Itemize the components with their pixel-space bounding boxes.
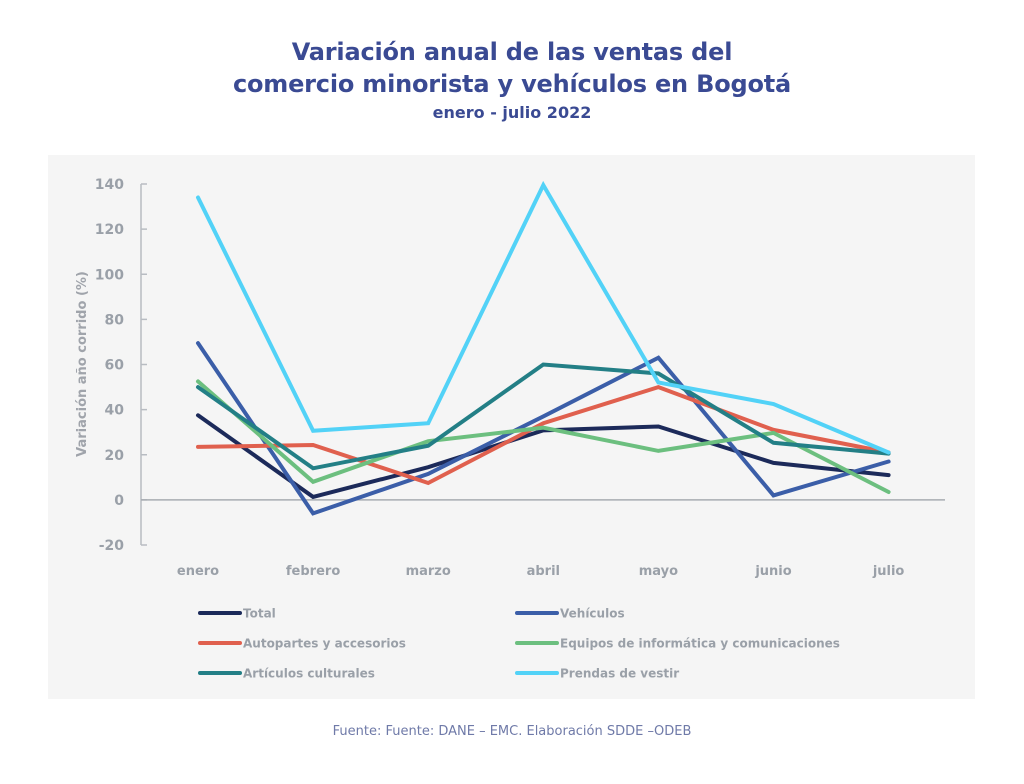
series-layer (196, 180, 891, 516)
legend-label: Autopartes y accesorios (243, 637, 406, 651)
chart-title-line-2: comercio minorista y vehículos en Bogotá (232, 70, 792, 98)
y-tick-label: 80 (105, 312, 125, 328)
x-tick-label: enero (177, 564, 219, 579)
legend-label: Prendas de vestir (560, 667, 679, 681)
series-line-autopartes-y-accesorios (196, 384, 891, 486)
y-tick-label: 100 (95, 267, 124, 283)
series-line-vehículos (196, 341, 891, 516)
legend-label: Total (243, 607, 276, 621)
legend-item[interactable]: Total (198, 607, 276, 621)
x-tick-label: julio (872, 564, 905, 579)
legend-item[interactable]: Artículos culturales (198, 667, 375, 681)
y-tick-label: -20 (99, 538, 125, 554)
y-axis-title: Variación año corrido (%) (75, 271, 90, 457)
y-tick-label: 140 (95, 177, 124, 193)
axes: 140 120 100 80 60 40 20 0 -20 Variación año corri… (75, 177, 945, 579)
chart-header: Variación anual de las ventas del comerc… (0, 36, 1024, 124)
series-line-equipos-de-informática-y-comunicaciones (196, 379, 891, 494)
legend: Total Vehículos Autopartes y accesorios Equ… (198, 607, 840, 681)
legend-item[interactable]: Equipos de informática y comunicaciones (515, 637, 840, 651)
chart-subtitle: enero - julio 2022 (432, 103, 592, 122)
legend-label: Artículos culturales (243, 667, 375, 681)
chart-title-line-1: Variación anual de las ventas del (291, 38, 733, 66)
series-line-prendas-de-vestir (196, 180, 891, 455)
series-line-total (196, 413, 891, 500)
legend-label: Vehículos (560, 607, 625, 621)
source-note: Fuente: Fuente: DANE – EMC. Elaboración … (332, 724, 692, 739)
x-tick-label: junio (754, 564, 791, 579)
x-tick-label: marzo (406, 564, 451, 579)
x-tick-label: febrero (286, 564, 340, 579)
series-line-artículos-culturales (196, 362, 891, 471)
y-tick-label: 40 (105, 403, 125, 419)
x-tick-label: mayo (639, 564, 678, 579)
y-tick-label: 20 (105, 448, 125, 464)
y-tick-label: 120 (95, 222, 124, 238)
legend-label: Equipos de informática y comunicaciones (560, 637, 840, 651)
legend-item[interactable]: Vehículos (515, 607, 625, 621)
chart-panel (48, 155, 975, 699)
x-tick-label: abril (527, 564, 560, 579)
y-tick-label: 60 (105, 358, 125, 374)
legend-item[interactable]: Prendas de vestir (515, 667, 679, 681)
y-tick-label: 0 (114, 493, 124, 509)
legend-item[interactable]: Autopartes y accesorios (198, 637, 406, 651)
